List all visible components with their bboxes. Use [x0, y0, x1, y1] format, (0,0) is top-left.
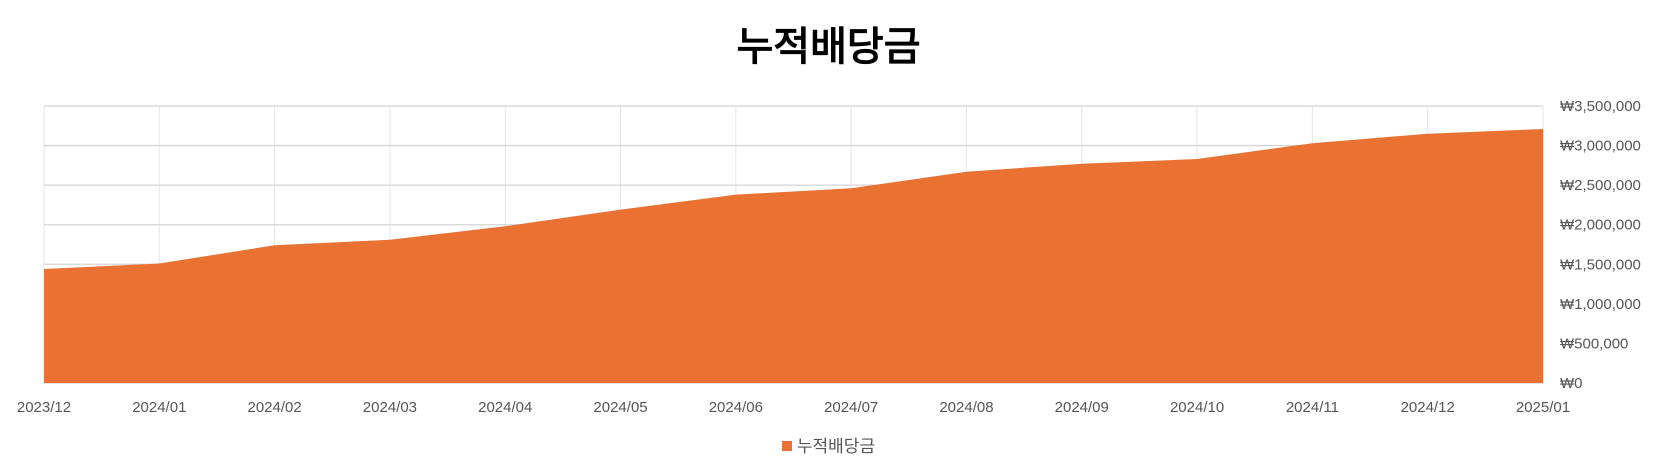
y-tick-label: ₩3,000,000: [1560, 138, 1641, 155]
area-series-cumulative-dividend: [44, 128, 1543, 383]
x-tick-label: 2024/08: [939, 399, 993, 416]
legend: 누적배당금: [0, 432, 1657, 457]
x-tick-label: 2024/07: [824, 399, 878, 416]
y-tick-label: ₩1,500,000: [1560, 256, 1641, 273]
y-tick-label: ₩2,500,000: [1560, 177, 1641, 194]
area-layer: [44, 128, 1543, 383]
y-tick-label: ₩0: [1560, 375, 1583, 392]
y-tick-label: ₩1,000,000: [1560, 296, 1641, 313]
y-tick-label: ₩500,000: [1560, 335, 1628, 352]
x-tick-label: 2024/05: [593, 399, 647, 416]
x-tick-label: 2024/01: [132, 399, 186, 416]
x-tick-label: 2024/09: [1055, 399, 1109, 416]
x-tick-label: 2024/06: [709, 399, 763, 416]
x-tick-label: 2024/12: [1401, 399, 1455, 416]
x-tick-label: 2024/02: [247, 399, 301, 416]
y-tick-label: ₩3,500,000: [1560, 98, 1641, 115]
x-axis: 2023/12 2024/01 2024/02 2024/03 2024/04 2024/…: [17, 399, 1570, 416]
x-tick-label: 2024/10: [1170, 399, 1224, 416]
legend-label: 누적배당금: [796, 437, 876, 457]
y-tick-label: ₩2,000,000: [1560, 217, 1641, 234]
chart-title: 누적배당금: [736, 24, 921, 70]
x-tick-label: 2024/03: [363, 399, 417, 416]
legend-swatch: [781, 441, 792, 451]
x-tick-label: 2023/12: [17, 399, 71, 416]
x-tick-label: 2025/01: [1516, 399, 1570, 416]
x-tick-label: 2024/04: [478, 399, 532, 416]
x-tick-label: 2024/11: [1286, 399, 1339, 416]
y-axis: ₩0 ₩500,000 ₩1,000,000 ₩1,500,000 ₩2,000,000…: [1560, 98, 1641, 392]
